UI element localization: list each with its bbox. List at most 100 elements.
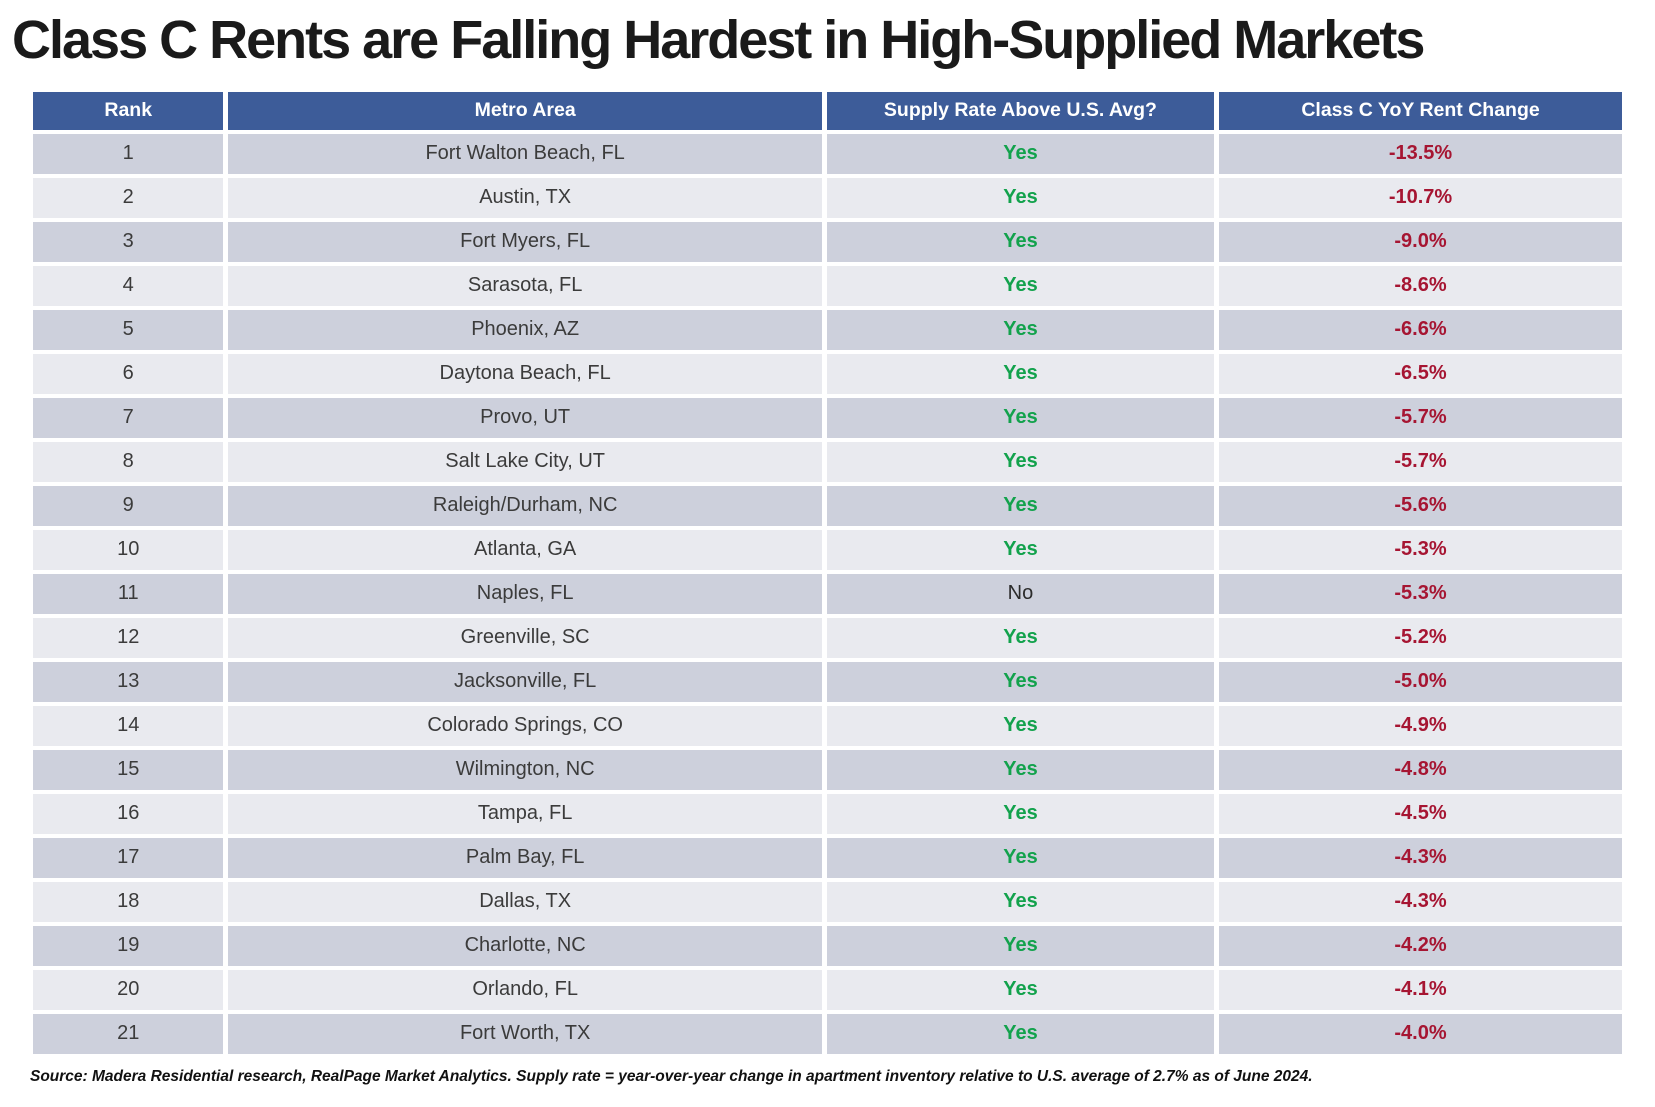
change-cell: -4.3% bbox=[1219, 837, 1622, 878]
change-cell: -4.1% bbox=[1219, 969, 1622, 1010]
supply-cell: Yes bbox=[826, 705, 1215, 746]
table-row-4: 4 Sarasota, FL Yes -8.6% bbox=[33, 265, 1622, 306]
rank-cell: 17 bbox=[33, 837, 224, 878]
metro-cell: Naples, FL bbox=[228, 573, 822, 614]
metro-cell: Atlanta, GA bbox=[228, 529, 822, 570]
rank-cell: 20 bbox=[33, 969, 224, 1010]
col-header-change: Class C YoY Rent Change bbox=[1219, 91, 1622, 130]
table-row-19: 19 Charlotte, NC Yes -4.2% bbox=[33, 925, 1622, 966]
metro-cell: Palm Bay, FL bbox=[228, 837, 822, 878]
header-row: Rank Metro Area Supply Rate Above U.S. A… bbox=[33, 91, 1622, 130]
rank-cell: 12 bbox=[33, 617, 224, 658]
table-row-17: 17 Palm Bay, FL Yes -4.3% bbox=[33, 837, 1622, 878]
supply-cell: Yes bbox=[826, 353, 1215, 394]
metro-cell: Charlotte, NC bbox=[228, 925, 822, 966]
rank-cell: 16 bbox=[33, 793, 224, 834]
table-row-15: 15 Wilmington, NC Yes -4.8% bbox=[33, 749, 1622, 790]
rank-cell: 11 bbox=[33, 573, 224, 614]
table-row-10: 10 Atlanta, GA Yes -5.3% bbox=[33, 529, 1622, 570]
table-row-2: 2 Austin, TX Yes -10.7% bbox=[33, 177, 1622, 218]
metro-cell: Austin, TX bbox=[228, 177, 822, 218]
change-cell: -13.5% bbox=[1219, 133, 1622, 174]
metro-cell: Fort Walton Beach, FL bbox=[228, 133, 822, 174]
metro-cell: Tampa, FL bbox=[228, 793, 822, 834]
change-cell: -4.3% bbox=[1219, 881, 1622, 922]
rank-cell: 6 bbox=[33, 353, 224, 394]
change-cell: -4.5% bbox=[1219, 793, 1622, 834]
supply-cell: Yes bbox=[826, 221, 1215, 262]
rank-cell: 1 bbox=[33, 133, 224, 174]
table-row-6: 6 Daytona Beach, FL Yes -6.5% bbox=[33, 353, 1622, 394]
rank-cell: 8 bbox=[33, 441, 224, 482]
metro-cell: Jacksonville, FL bbox=[228, 661, 822, 702]
change-cell: -5.6% bbox=[1219, 485, 1622, 526]
metro-cell: Provo, UT bbox=[228, 397, 822, 438]
change-cell: -10.7% bbox=[1219, 177, 1622, 218]
supply-cell: Yes bbox=[826, 969, 1215, 1010]
table-row-8: 8 Salt Lake City, UT Yes -5.7% bbox=[33, 441, 1622, 482]
table-body: 1 Fort Walton Beach, FL Yes -13.5% 2 Aus… bbox=[33, 133, 1622, 1054]
table-row-11: 11 Naples, FL No -5.3% bbox=[33, 573, 1622, 614]
table-row-18: 18 Dallas, TX Yes -4.3% bbox=[33, 881, 1622, 922]
rank-cell: 14 bbox=[33, 705, 224, 746]
change-cell: -4.8% bbox=[1219, 749, 1622, 790]
supply-cell: Yes bbox=[826, 925, 1215, 966]
table-row-5: 5 Phoenix, AZ Yes -6.6% bbox=[33, 309, 1622, 350]
metro-cell: Wilmington, NC bbox=[228, 749, 822, 790]
supply-cell: Yes bbox=[826, 133, 1215, 174]
rank-cell: 18 bbox=[33, 881, 224, 922]
table-row-16: 16 Tampa, FL Yes -4.5% bbox=[33, 793, 1622, 834]
supply-cell: Yes bbox=[826, 837, 1215, 878]
change-cell: -5.7% bbox=[1219, 397, 1622, 438]
metro-cell: Raleigh/Durham, NC bbox=[228, 485, 822, 526]
change-cell: -6.5% bbox=[1219, 353, 1622, 394]
metro-cell: Sarasota, FL bbox=[228, 265, 822, 306]
supply-cell: Yes bbox=[826, 1013, 1215, 1054]
rank-cell: 4 bbox=[33, 265, 224, 306]
supply-cell: Yes bbox=[826, 177, 1215, 218]
change-cell: -9.0% bbox=[1219, 221, 1622, 262]
metro-cell: Daytona Beach, FL bbox=[228, 353, 822, 394]
supply-cell: Yes bbox=[826, 397, 1215, 438]
page-title: Class C Rents are Falling Hardest in Hig… bbox=[12, 10, 1425, 70]
supply-cell: No bbox=[826, 573, 1215, 614]
change-cell: -6.6% bbox=[1219, 309, 1622, 350]
change-cell: -4.0% bbox=[1219, 1013, 1622, 1054]
supply-cell: Yes bbox=[826, 617, 1215, 658]
table-row-14: 14 Colorado Springs, CO Yes -4.9% bbox=[33, 705, 1622, 746]
class-c-rent-table: Rank Metro Area Supply Rate Above U.S. A… bbox=[28, 88, 1627, 1058]
table-row-13: 13 Jacksonville, FL Yes -5.0% bbox=[33, 661, 1622, 702]
rank-cell: 21 bbox=[33, 1013, 224, 1054]
supply-cell: Yes bbox=[826, 661, 1215, 702]
table-row-7: 7 Provo, UT Yes -5.7% bbox=[33, 397, 1622, 438]
rank-cell: 10 bbox=[33, 529, 224, 570]
table-row-9: 9 Raleigh/Durham, NC Yes -5.6% bbox=[33, 485, 1622, 526]
table-row-1: 1 Fort Walton Beach, FL Yes -13.5% bbox=[33, 133, 1622, 174]
col-header-metro: Metro Area bbox=[228, 91, 822, 130]
table-row-3: 3 Fort Myers, FL Yes -9.0% bbox=[33, 221, 1622, 262]
metro-cell: Colorado Springs, CO bbox=[228, 705, 822, 746]
supply-cell: Yes bbox=[826, 793, 1215, 834]
rank-cell: 3 bbox=[33, 221, 224, 262]
supply-cell: Yes bbox=[826, 485, 1215, 526]
table-row-21: 21 Fort Worth, TX Yes -4.0% bbox=[33, 1013, 1622, 1054]
rank-cell: 13 bbox=[33, 661, 224, 702]
source-note: Source: Madera Residential research, Rea… bbox=[30, 1067, 1313, 1085]
change-cell: -5.7% bbox=[1219, 441, 1622, 482]
table-header: Rank Metro Area Supply Rate Above U.S. A… bbox=[33, 91, 1622, 130]
change-cell: -5.0% bbox=[1219, 661, 1622, 702]
change-cell: -5.3% bbox=[1219, 573, 1622, 614]
change-cell: -8.6% bbox=[1219, 265, 1622, 306]
change-cell: -5.2% bbox=[1219, 617, 1622, 658]
metro-cell: Phoenix, AZ bbox=[228, 309, 822, 350]
supply-cell: Yes bbox=[826, 881, 1215, 922]
rank-cell: 19 bbox=[33, 925, 224, 966]
rank-cell: 2 bbox=[33, 177, 224, 218]
rank-cell: 7 bbox=[33, 397, 224, 438]
change-cell: -4.9% bbox=[1219, 705, 1622, 746]
table-row-12: 12 Greenville, SC Yes -5.2% bbox=[33, 617, 1622, 658]
metro-cell: Salt Lake City, UT bbox=[228, 441, 822, 482]
col-header-rank: Rank bbox=[33, 91, 224, 130]
rank-cell: 5 bbox=[33, 309, 224, 350]
supply-cell: Yes bbox=[826, 309, 1215, 350]
